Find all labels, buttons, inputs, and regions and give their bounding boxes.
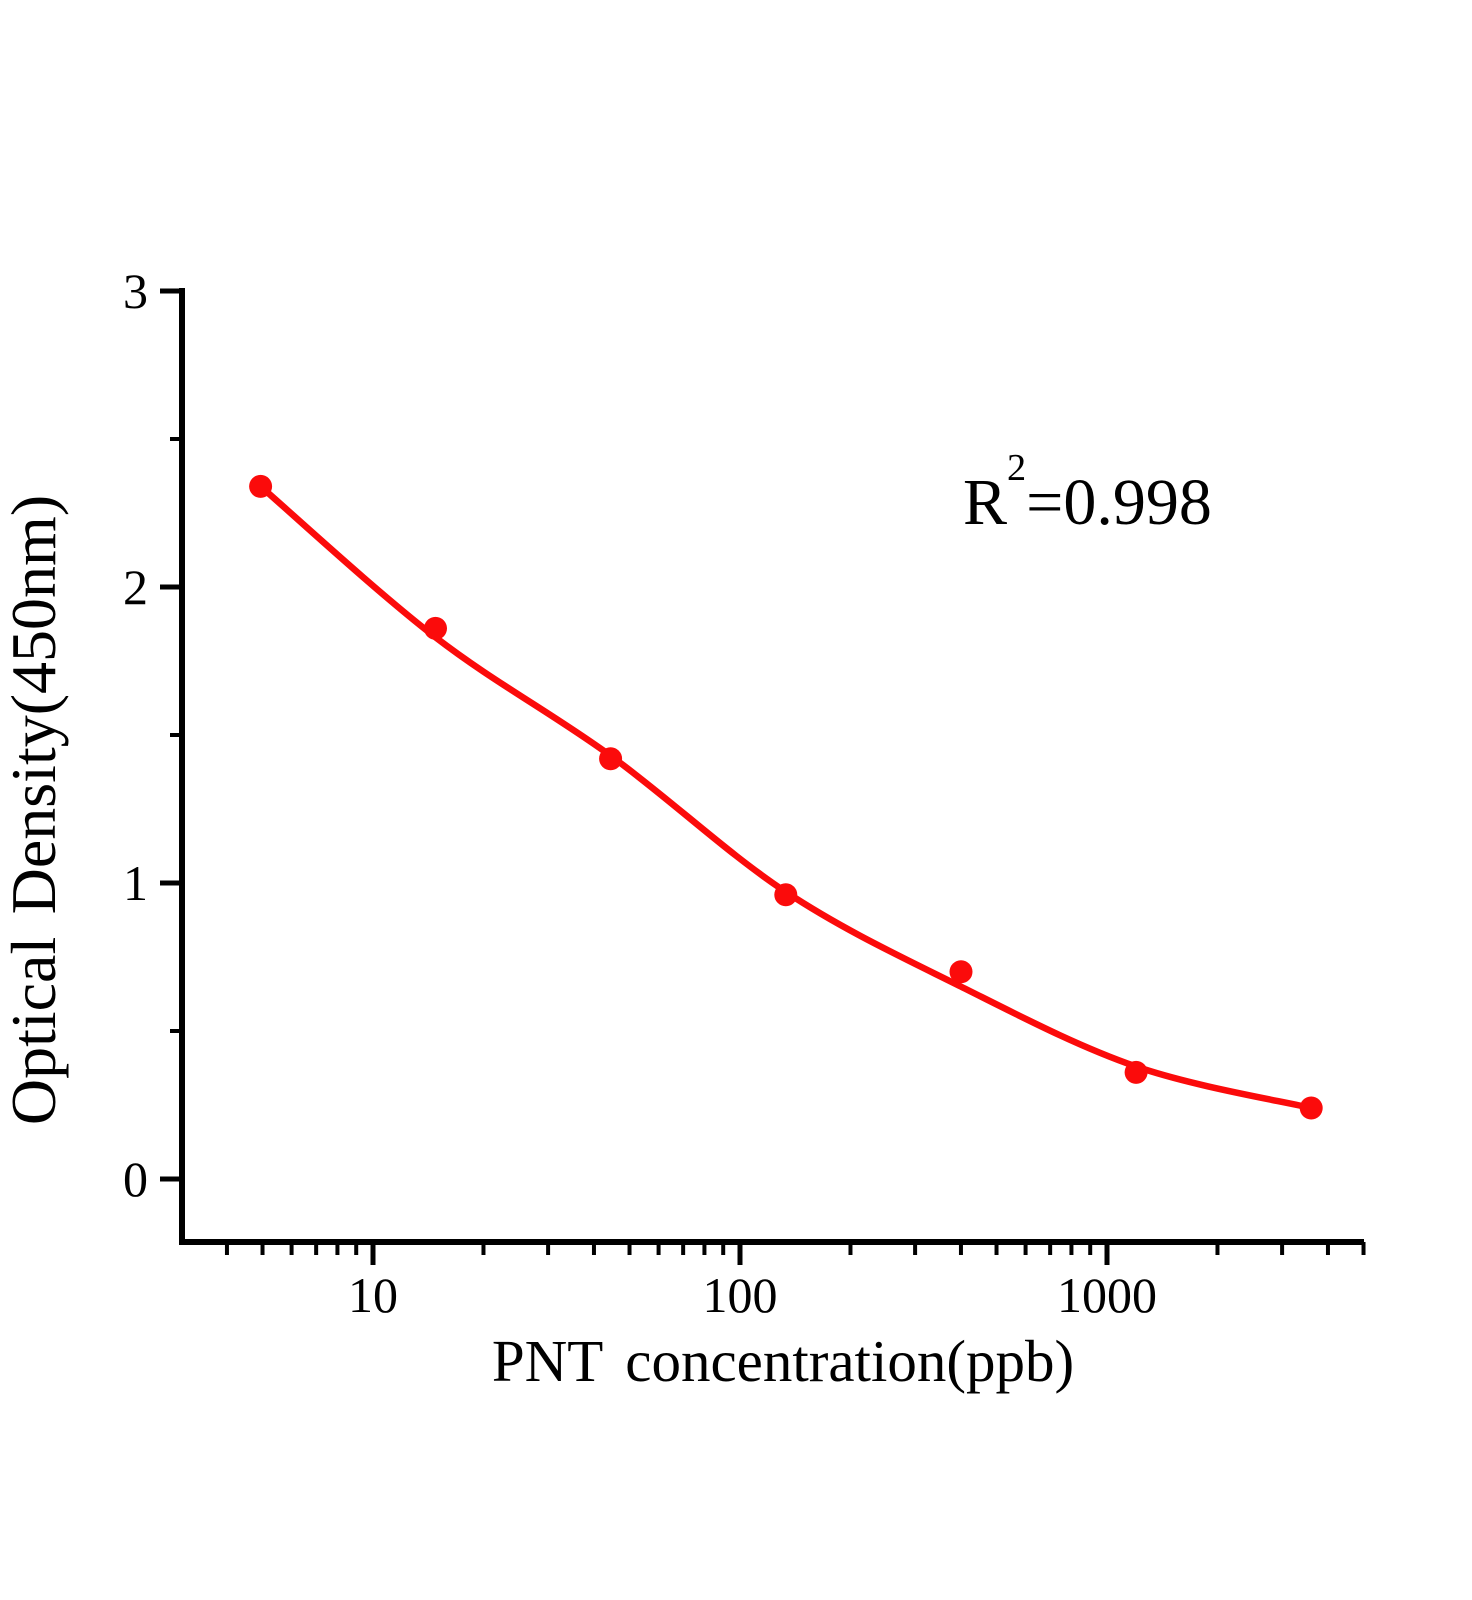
fitted-curve <box>257 483 1315 1112</box>
data-point <box>1299 1096 1323 1120</box>
data-point <box>949 960 973 984</box>
data-point <box>1124 1060 1148 1084</box>
data-point <box>249 474 273 498</box>
r-squared-base: R <box>963 466 1008 539</box>
x-tick-label: 10 <box>348 1267 398 1323</box>
y-axis-title: Optical Density(450nm) <box>0 494 69 1126</box>
data-point <box>424 616 447 640</box>
y-tick-label: 0 <box>123 1151 148 1207</box>
x-tick-label: 100 <box>703 1267 778 1323</box>
y-tick-label: 2 <box>123 559 148 615</box>
data-point <box>774 883 798 907</box>
r-squared-exponent: 2 <box>1007 446 1027 489</box>
r-squared-annotation: R2=0.998 <box>963 449 1212 536</box>
x-axis-title: PNT concentration(ppb) <box>491 1328 1075 1394</box>
r-squared-value: =0.998 <box>1026 466 1212 539</box>
y-tick-label: 3 <box>123 263 148 319</box>
axes-lines <box>179 288 1364 1245</box>
y-tick-label: 1 <box>123 855 148 911</box>
data-point <box>599 747 623 771</box>
x-tick-label: 1000 <box>1057 1267 1157 1323</box>
